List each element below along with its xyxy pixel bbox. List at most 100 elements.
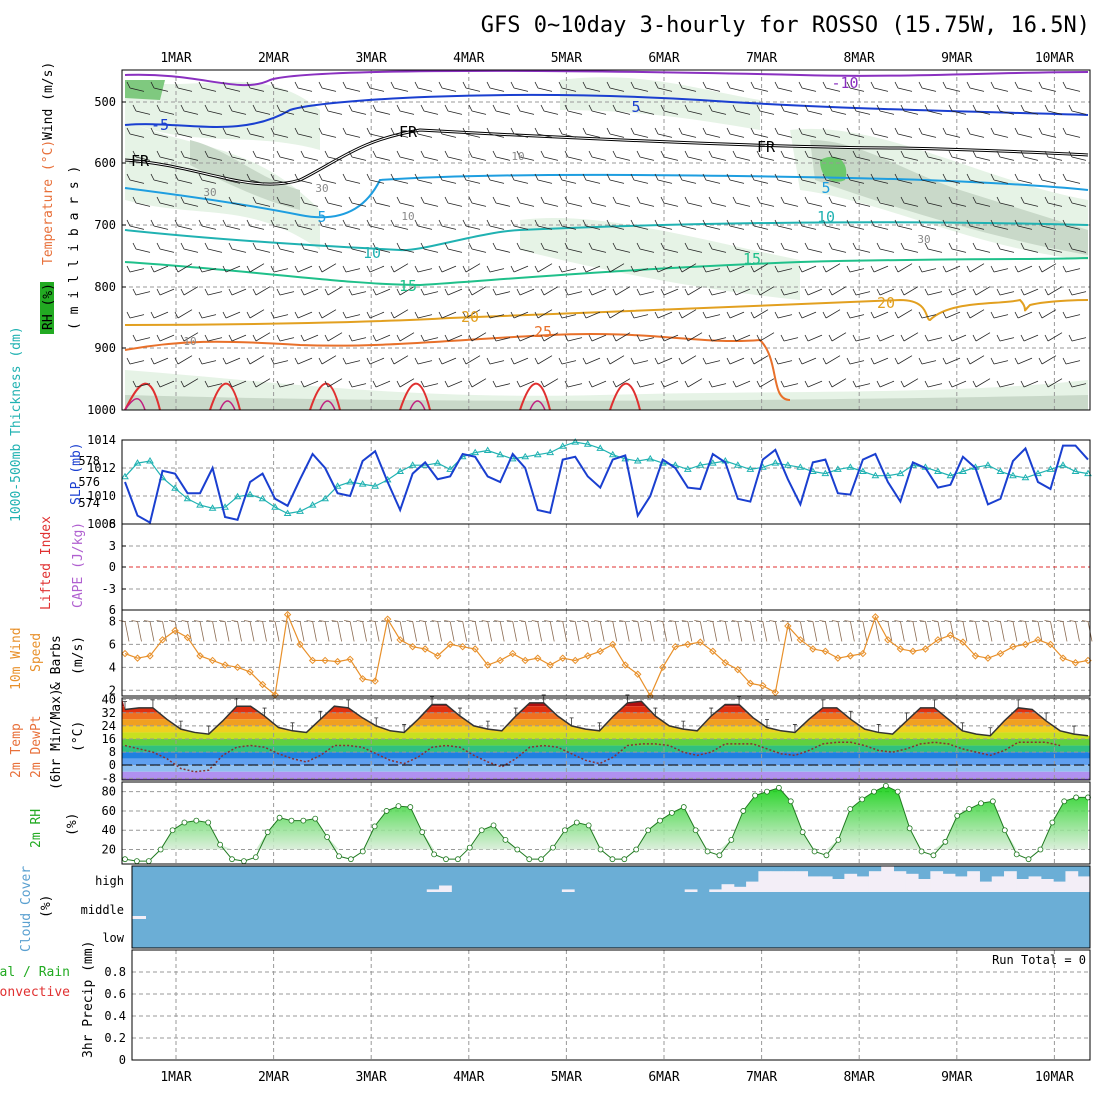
wind-barb [966,309,985,319]
surface-barb [331,620,343,642]
wind-barb [414,81,433,92]
wind-barb [228,242,247,253]
wind-barb [126,265,145,273]
wind-barb [750,309,769,319]
thickness-point [1071,467,1080,474]
wind-barb [894,127,913,138]
wind-barb [702,173,721,184]
wind-barb [1038,81,1057,92]
wind-barb [270,219,289,230]
tick-label: 1000 [87,403,116,417]
wind-barb [204,104,223,115]
thickness-point [283,509,292,516]
wind-point [896,645,905,653]
rh-point [324,834,331,840]
wind-barb [126,357,145,365]
wind-barb [612,286,631,296]
tick-label: 500 [94,95,116,109]
rh-point [1013,851,1020,858]
surface-barb [231,620,242,642]
wind-barb [348,242,367,253]
high-cloud-block [893,871,907,892]
wind-barb [510,173,529,184]
thickness-point [934,467,942,474]
surface-barb [193,620,205,642]
minmax-marker [625,694,630,703]
wind-barb [822,263,841,273]
wind-barb [174,263,193,273]
cloud-cover-panel: high middle low [81,865,1091,949]
surface-barb [1031,620,1043,642]
thickness-point [521,452,530,460]
rh-point [359,848,366,855]
wind-barb [756,378,775,388]
tick-label: -3 [102,582,116,596]
high-cloud-block [684,889,698,892]
wind-barb [1014,311,1033,319]
wind-barb [894,219,913,230]
minmax-marker [876,724,881,733]
wind-barb [126,173,145,184]
wind-barb [918,219,937,230]
wind-barb [588,380,607,388]
rh-point [775,784,782,791]
minmax-marker [681,720,686,730]
slp-tick: 1008 [87,517,116,531]
ylabel-precip1: Total / Rain [0,965,70,980]
thickness-point [471,448,480,456]
wind-barb [534,355,553,365]
wind-barb [942,127,961,138]
rh-point [193,817,200,824]
wind-barb [804,104,823,115]
minmax-markers [123,694,1077,736]
wind-barb [276,150,295,161]
wind-barb [1044,196,1063,207]
wind-barb [444,288,463,296]
ylabel-wind3: & Barbs [49,635,64,690]
wind-barb [276,242,295,253]
precip-tick: 0.8 [104,965,126,979]
high-cloud-block [954,876,968,892]
wind-barb [318,173,337,184]
wind-barb [462,309,481,319]
rh-point [526,856,533,863]
wind-barb [774,127,793,138]
upper-wind-barbs [126,81,1087,388]
thickness-point [1046,465,1055,472]
wind-barb [1020,334,1039,342]
minmax-marker [206,725,211,735]
surface-barb [1019,620,1030,642]
wind-barb [732,242,751,253]
wind-barb [660,288,679,296]
wind-barb [558,311,577,319]
surface-barb [681,620,693,642]
wind-barb [438,311,457,319]
wind-barb [876,334,895,342]
thickness-line [124,441,1089,515]
wind-barb [564,104,583,115]
wind-tick: 6 [109,637,116,651]
surface-barb [156,620,167,642]
wind-barb [1062,311,1081,319]
rh-point [894,788,901,795]
minmax-marker [318,710,323,720]
surface-barb [606,620,618,642]
thickness-point [896,469,905,477]
wind-barb [732,196,751,207]
date-label-bottom: 4MAR [453,1070,484,1085]
temp-tick: -8 [102,771,116,785]
wind-barb [996,380,1015,388]
wind-barb [174,219,193,230]
wind-barb [708,150,727,161]
wind-barb [534,173,553,184]
rh-point [823,852,830,859]
wind-point [846,652,855,660]
wind-barb [654,357,673,365]
wind-barb [726,173,745,184]
minmax-marker [848,710,853,720]
thickness-point [346,478,355,485]
wind-barb [342,265,361,273]
high-cloud-block [807,876,821,892]
wind-point [784,622,792,630]
wind-barb [630,173,649,184]
